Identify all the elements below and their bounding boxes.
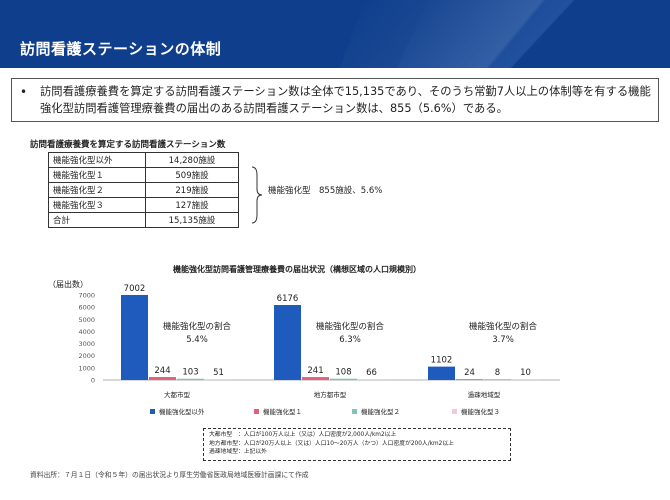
y-tick-label: 6000 (78, 304, 95, 312)
share-annotation-label: 機能強化型の割合 (469, 321, 538, 332)
data-label: 244 (154, 366, 170, 376)
y-tick-label: 5000 (78, 316, 95, 324)
bar (302, 377, 329, 380)
share-annotation-value: 6.3% (339, 335, 361, 345)
y-tick-label: 1000 (78, 364, 95, 372)
bar (512, 379, 539, 380)
table-cell-value: 15,135施設 (145, 212, 239, 228)
share-annotation-value: 5.4% (186, 335, 208, 345)
table-row: 合計 15,135施設 (48, 212, 239, 228)
share-annotation-value: 3.7% (492, 335, 514, 345)
header-bar: 訪問看護ステーションの体制 (0, 0, 670, 68)
data-label: 103 (182, 368, 198, 378)
data-label: 51 (213, 368, 224, 378)
bar (330, 378, 357, 380)
notes-box: 大都市型 ：人口が100万人以上（又は）人口密度が2,000人/km2以上 地方… (203, 428, 511, 461)
bar (428, 366, 455, 380)
legend-swatch (352, 409, 357, 414)
x-category-label: 過疎地域型 (468, 390, 501, 399)
legend-label: 機能強化型１ (263, 407, 302, 416)
data-label: 6176 (277, 294, 299, 304)
bar-chart: 0 1000 2000 3000 4000 5000 6000 7000 7002 244 103 5… (78, 284, 560, 416)
y-tick-label: 3000 (78, 340, 95, 348)
share-annotation-label: 機能強化型の割合 (163, 321, 232, 332)
brace-icon (251, 166, 263, 224)
table-row: 機能強化型１ 509施設 (48, 167, 239, 183)
data-label: 8 (495, 368, 500, 378)
summary-box: • 訪問看護療養費を算定する訪問看護ステーション数は全体で15,135であり、そ… (11, 78, 659, 122)
legend-swatch (452, 409, 457, 414)
note-line: 過疎地域型：上記以外 (209, 449, 267, 456)
x-category-label: 地方都市型 (314, 390, 347, 399)
data-label: 10 (520, 368, 531, 378)
data-label: 66 (366, 368, 377, 378)
bar (456, 379, 483, 380)
y-axis-label: （届出数） (48, 280, 88, 289)
bar (274, 305, 301, 380)
station-table-title: 訪問看護療養費を算定する訪問看護ステーション数 (30, 140, 226, 150)
bar (205, 379, 232, 380)
y-tick-label: 0 (91, 377, 95, 385)
summary-text: 訪問看護療養費を算定する訪問看護ステーション数は全体で15,135であり、そのう… (40, 85, 651, 115)
note-line: 地方都市型：人口が20万人以上（又は）人口10〜20万人（かつ）人口密度が200… (209, 440, 454, 447)
x-category-label: 大都市型 (164, 390, 191, 399)
table-cell-name: 合計 (48, 212, 146, 228)
station-table: 機能強化型以外 14,280施設 機能強化型１ 509施設 機能強化型２ 219… (48, 152, 239, 228)
legend-swatch (254, 409, 259, 414)
bar (358, 379, 385, 380)
bar (121, 294, 148, 380)
data-label: 108 (335, 368, 351, 378)
page-title: 訪問看護ステーションの体制 (20, 40, 222, 58)
brace-label: 機能強化型 855施設、5.6% (268, 186, 383, 196)
data-label: 7002 (124, 284, 146, 294)
legend-swatch (150, 409, 155, 414)
source-footnote: 資料出所：７月１日（令和５年）の届出状況より厚生労働省医政局地域医療計画課にて作… (30, 471, 309, 479)
note-line: 大都市型 ：人口が100万人以上（又は）人口密度が2,000人/km2以上 (209, 432, 397, 438)
y-tick-label: 4000 (78, 328, 95, 336)
data-label: 241 (307, 366, 323, 376)
legend-label: 機能強化型２ (361, 407, 400, 416)
share-annotation-label: 機能強化型の割合 (316, 321, 385, 332)
data-label: 24 (464, 368, 475, 378)
y-tick-label: 7000 (78, 292, 95, 300)
bar (484, 379, 511, 380)
legend-label: 機能強化型以外 (159, 407, 205, 416)
bar (177, 378, 204, 380)
chart-title: 機能強化型訪問看護管理療養費の届出状況（構想区域の人口規模別） (173, 265, 421, 274)
bar (149, 377, 176, 380)
legend-label: 機能強化型３ (461, 407, 500, 416)
data-label: 1102 (431, 356, 453, 366)
summary-bullet: • (20, 85, 28, 99)
y-tick-label: 2000 (78, 352, 95, 360)
table-row: 機能強化型３ 127施設 (48, 197, 239, 213)
